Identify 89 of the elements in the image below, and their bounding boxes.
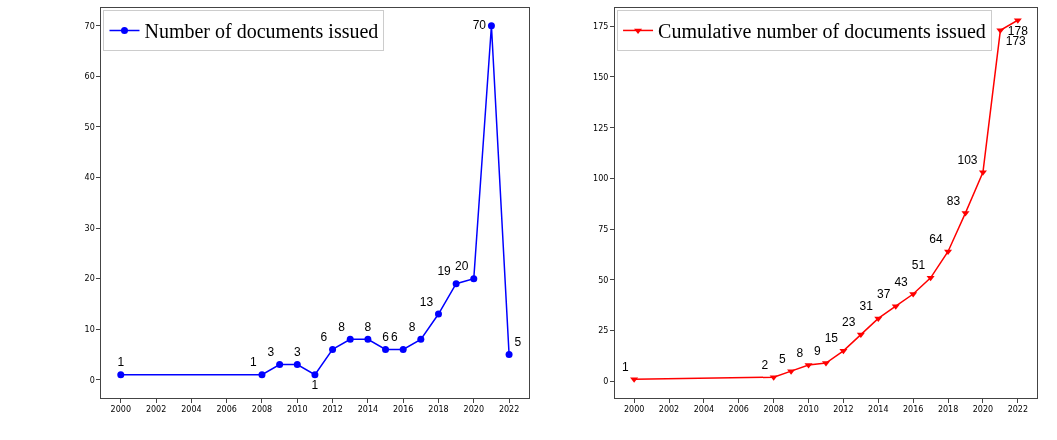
data-label: 23 bbox=[842, 315, 856, 330]
data-label: 13 bbox=[419, 294, 434, 309]
data-label: 20 bbox=[455, 259, 469, 274]
y-tick-label: 70 bbox=[84, 21, 95, 31]
x-tick-label: 2022 bbox=[498, 405, 520, 415]
data-label: 8 bbox=[364, 319, 372, 334]
data-label: 103 bbox=[957, 152, 978, 167]
x-tick-label: 2020 bbox=[972, 405, 994, 415]
data-label: 8 bbox=[338, 319, 346, 334]
data-label: 1 bbox=[117, 355, 125, 370]
data-label: 3 bbox=[267, 345, 275, 360]
data-label: 83 bbox=[946, 193, 961, 208]
point bbox=[434, 310, 442, 318]
x-tick-label: 2022 bbox=[1007, 405, 1028, 415]
data-label: 6 bbox=[320, 330, 328, 345]
data-label: 15 bbox=[824, 331, 839, 346]
y-tick-label: 175 bbox=[593, 22, 609, 32]
x-tick-label: 2016 bbox=[393, 405, 414, 415]
x-tick-label: 2006 bbox=[216, 405, 237, 415]
data-label: 1 bbox=[311, 378, 319, 393]
data-label: 9 bbox=[813, 343, 821, 358]
y-tick-label: 60 bbox=[84, 72, 95, 82]
data-label: 19 bbox=[437, 264, 452, 279]
x-tick-label: 2018 bbox=[937, 405, 959, 415]
data-label: 31 bbox=[859, 299, 874, 314]
y-tick-label: 50 bbox=[84, 122, 95, 132]
y-tick-label: 150 bbox=[593, 72, 609, 82]
x-tick-label: 2002 bbox=[658, 405, 680, 415]
data-label: 43 bbox=[894, 274, 909, 289]
x-tick-label: 2008 bbox=[251, 405, 273, 415]
x-tick-label: 2006 bbox=[728, 405, 749, 415]
point bbox=[364, 335, 372, 343]
point bbox=[276, 361, 284, 369]
x-tick-label: 2010 bbox=[798, 405, 819, 415]
y-tick-label: 20 bbox=[84, 274, 95, 284]
data-label: 6 bbox=[391, 330, 399, 345]
point bbox=[346, 335, 354, 343]
x-tick-label: 2000 bbox=[623, 405, 645, 415]
y-tick-label: 125 bbox=[593, 123, 609, 133]
legend-label: Cumulative number of documents issued bbox=[658, 20, 986, 43]
x-tick-label: 2012 bbox=[322, 405, 343, 415]
point bbox=[293, 361, 301, 369]
x-tick-label: 2014 bbox=[357, 405, 379, 415]
data-label: 3 bbox=[293, 345, 301, 360]
y-tick-label: 50 bbox=[598, 275, 609, 285]
data-label: 5 bbox=[779, 351, 787, 366]
point bbox=[258, 371, 266, 379]
point bbox=[856, 332, 865, 339]
point bbox=[487, 22, 495, 30]
data-label: 1 bbox=[249, 355, 257, 370]
x-tick-label: 2004 bbox=[693, 405, 715, 415]
data-label: 70 bbox=[472, 17, 487, 32]
y-tick-label: 10 bbox=[84, 325, 95, 335]
data-label: 51 bbox=[911, 258, 926, 273]
data-label: 8 bbox=[408, 319, 416, 334]
y-tick-label: 40 bbox=[84, 173, 95, 183]
point bbox=[470, 275, 478, 283]
point bbox=[399, 345, 407, 353]
x-tick-label: 2020 bbox=[463, 405, 484, 415]
x-tick-label: 2004 bbox=[181, 405, 202, 415]
data-label: 8 bbox=[796, 345, 804, 360]
point bbox=[417, 335, 425, 343]
y-tick-label: 100 bbox=[593, 174, 609, 184]
y-tick-label: 0 bbox=[89, 375, 95, 385]
data-label: 37 bbox=[877, 286, 891, 301]
y-tick-label: 75 bbox=[598, 224, 609, 234]
point bbox=[311, 371, 319, 379]
x-tick-label: 2008 bbox=[763, 405, 784, 415]
point bbox=[117, 371, 125, 379]
data-label: 6 bbox=[382, 330, 390, 345]
legend-label: Number of documents issued bbox=[144, 20, 379, 43]
data-label: 5 bbox=[514, 335, 522, 350]
data-label: 2 bbox=[761, 357, 769, 372]
y-tick-label: 30 bbox=[84, 223, 95, 233]
point bbox=[329, 345, 337, 353]
y-tick-label: 25 bbox=[598, 326, 609, 336]
y-tick-label: 0 bbox=[603, 377, 609, 387]
x-tick-label: 2016 bbox=[903, 405, 924, 415]
x-tick-label: 2012 bbox=[833, 405, 854, 415]
x-tick-label: 2018 bbox=[428, 405, 449, 415]
x-tick-label: 2000 bbox=[110, 405, 131, 415]
x-tick-label: 2010 bbox=[287, 405, 308, 415]
x-tick-label: 2014 bbox=[868, 405, 889, 415]
data-label: 1 bbox=[622, 359, 630, 374]
data-label: 64 bbox=[929, 232, 943, 247]
point bbox=[505, 351, 513, 358]
point bbox=[382, 345, 390, 353]
x-tick-label: 2002 bbox=[145, 405, 167, 415]
point bbox=[452, 280, 460, 288]
